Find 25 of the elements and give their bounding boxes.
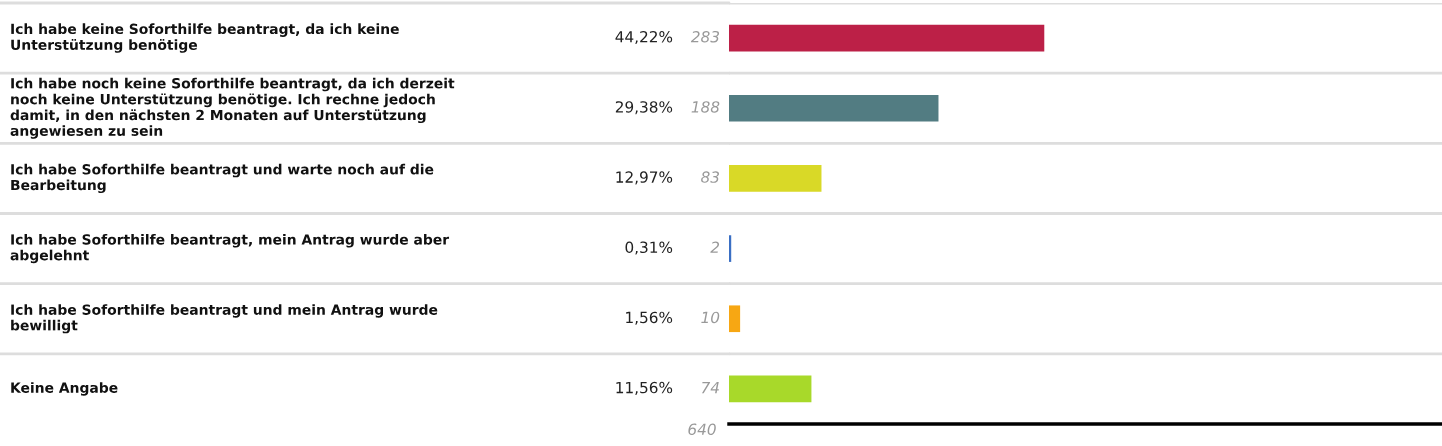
text: 83 xyxy=(701,171,720,183)
bar xyxy=(729,94,939,122)
text: 74 xyxy=(701,381,719,394)
data-label: 44,22% xyxy=(615,30,673,45)
data-label: 1,56% xyxy=(626,311,673,325)
text: 2 xyxy=(710,241,720,253)
y-tick-label: Keine Angabe xyxy=(11,382,118,396)
bar xyxy=(729,24,1045,52)
y-tick-label: Ich habe Soforthilfe beantragt und warte noch auf die Bearbeitung xyxy=(11,163,434,194)
bar xyxy=(729,165,822,192)
y-tick-label: Ich habe keine Soforthilfe beantragt, da ich keine Unterstützung benötige xyxy=(11,23,399,53)
text: 640 xyxy=(688,423,716,436)
y-tick-label: Ich habe Soforthilfe beantragt und mein Antrag wurde bewilligt xyxy=(11,304,438,334)
bar xyxy=(729,235,732,262)
text: 188 xyxy=(691,101,720,113)
data-label: 0,31% xyxy=(625,241,673,255)
data-label: 11,56% xyxy=(616,381,673,395)
data-label: 29,38% xyxy=(615,101,673,115)
text: 283 xyxy=(690,30,720,43)
bar xyxy=(729,375,812,403)
y-tick-label: Ich habe Soforthilfe beantragt, mein Antrag wurde aber abgelehnt xyxy=(10,233,450,264)
text: 10 xyxy=(701,311,720,324)
y-tick-label: Ich habe noch keine Soforthilfe beantragt, da ich derzeit noch keine Unterstützung benötige. Ich rechne jedoch damit, in den nächsten 2 Monaten auf Unterstützung angewiesen zu sein xyxy=(10,77,455,139)
data-label: 12,97% xyxy=(616,171,673,185)
bar xyxy=(729,305,741,333)
